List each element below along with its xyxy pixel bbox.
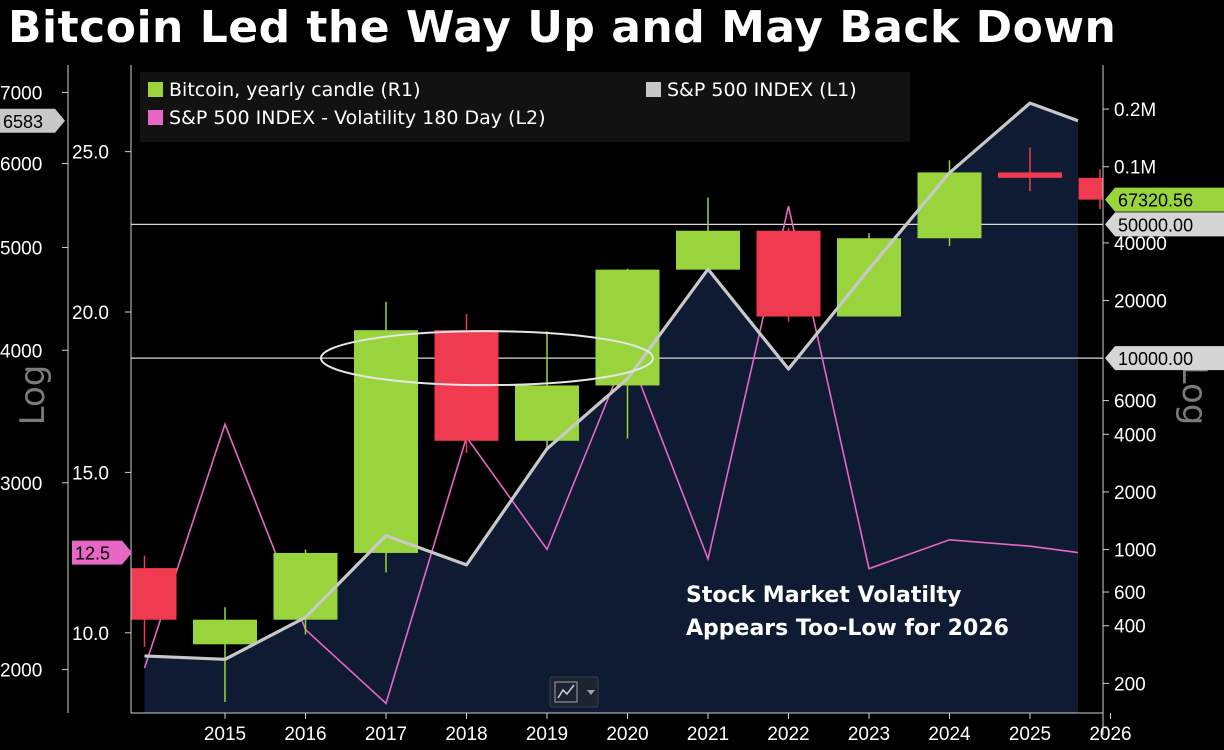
candle-body-2022: [756, 230, 821, 317]
legend-swatch-1: [148, 82, 163, 97]
line-chart-icon[interactable]: [554, 681, 578, 703]
candle-body-2024: [917, 172, 982, 239]
right-axis-name: Log: [1174, 365, 1214, 426]
x-tick-label: 2017: [365, 724, 407, 745]
candle-body-2023: [837, 238, 901, 317]
left-outer-tick-label: 7000: [0, 83, 42, 104]
left-inner-tick-label: 15.0: [72, 463, 109, 484]
sp500-value-badge-shape: [0, 108, 65, 133]
right-tick-label: 2000: [1114, 483, 1156, 504]
candles-layer: [131, 147, 1103, 702]
legend-label-1: Bitcoin, yearly candle (R1): [169, 79, 421, 101]
reference-badge-1-shape: [1105, 212, 1224, 237]
right-tick-label: 200: [1114, 674, 1146, 695]
chart-type-button[interactable]: [549, 676, 599, 708]
x-tick-label: 2018: [445, 724, 487, 745]
left-outer-tick-label: 5000: [0, 238, 42, 259]
legend: Bitcoin, yearly candle (R1) S&P 500 INDEX…: [140, 72, 910, 142]
candle-body-2019: [515, 385, 579, 441]
candle-body-2020: [595, 269, 660, 386]
right-tick-label: 0.1M: [1114, 158, 1156, 179]
x-tick-label: 2016: [284, 724, 326, 745]
right-tick-label: 40000: [1114, 234, 1167, 255]
candle-body-2015: [193, 619, 257, 645]
left-inner-tick-label: 20.0: [72, 303, 109, 324]
legend-background: [140, 72, 910, 142]
left-outer-tick-label: 4000: [0, 341, 42, 362]
reference-badge-2-label: 10000.00: [1118, 349, 1193, 369]
highlight-ellipse: [320, 330, 654, 387]
left-outer-tick-label: 6000: [0, 154, 42, 175]
annotation-line-1: Stock Market Volatilty: [686, 583, 961, 608]
left-outer-tick-label: 2000: [0, 661, 42, 682]
annotation-line-2: Appears Too-Low for 2026: [686, 616, 1009, 641]
legend-swatch-3: [148, 110, 163, 125]
x-tick-label: 2026: [1089, 724, 1131, 745]
legend-label-3: S&P 500 INDEX - Volatility 180 Day (L2): [169, 107, 546, 129]
sp500-value-badge-label: 6583: [3, 112, 43, 132]
line-chart-icon-path: [557, 684, 575, 699]
left-inner-tick-label: 10.0: [72, 624, 109, 645]
legend-swatch-2: [646, 82, 661, 97]
volatility-value-badge-label: 12.5: [75, 544, 110, 564]
chevron-down-icon[interactable]: [587, 690, 595, 695]
left-axis-name: Log: [13, 365, 53, 426]
axes-layer: 2000 3000 4000 5000 6000 7000 10.0 15.0 20.0 25.0…: [0, 65, 1214, 745]
candle-body-2021: [676, 230, 740, 270]
right-tick-label: 20000: [1114, 292, 1167, 313]
candle-body-2014: [131, 568, 177, 620]
right-tick-label: 0.2M: [1114, 100, 1156, 121]
candle-body-2025: [998, 172, 1062, 178]
x-tick-label: 2025: [1009, 724, 1051, 745]
chart-title: Bitcoin Led the Way Up and May Back Down: [8, 2, 1117, 53]
x-tick-label: 2023: [848, 724, 890, 745]
sp500-area: [144, 103, 1078, 713]
right-tick-label: 4000: [1114, 425, 1156, 446]
x-tick-label: 2015: [204, 724, 246, 745]
left-outer-tick-label: 3000: [0, 474, 42, 495]
sp500-line-layer: [144, 101, 1079, 661]
x-tick-label: 2020: [606, 724, 648, 745]
sp500-line: [144, 101, 1079, 661]
chart-type-button-bg[interactable]: [549, 676, 599, 708]
bitcoin-value-badge-label: 67320.56: [1118, 191, 1193, 211]
reference-badge-1-label: 50000.00: [1118, 215, 1193, 235]
sp500-area-layer: [144, 103, 1078, 713]
annotation: Stock Market Volatilty Appears Too-Low fo…: [686, 583, 1009, 641]
value-badges: 6583 12.5 67320.56 50000.00 10000.00: [0, 108, 1224, 565]
x-tick-label: 2022: [767, 724, 809, 745]
candle-body-2026: [1078, 177, 1103, 200]
candle-body-2016: [273, 552, 338, 620]
volatility-value-badge-shape: [72, 540, 132, 565]
reference-badge-2-shape: [1105, 346, 1224, 371]
legend-label-2: S&P 500 INDEX (L1): [667, 79, 857, 101]
x-tick-label: 2019: [526, 724, 568, 745]
right-tick-label: 400: [1114, 617, 1146, 638]
right-tick-label: 6000: [1114, 392, 1156, 413]
x-tick-label: 2024: [928, 724, 971, 745]
highlight-ellipse-layer: [320, 330, 654, 387]
bitcoin-value-badge-shape: [1105, 187, 1224, 212]
x-tick-label: 2021: [687, 724, 729, 745]
left-inner-tick-label: 25.0: [72, 143, 109, 164]
right-tick-label: 600: [1114, 583, 1146, 604]
right-tick-label: 1000: [1114, 541, 1156, 562]
candle-body-2017: [354, 330, 418, 553]
